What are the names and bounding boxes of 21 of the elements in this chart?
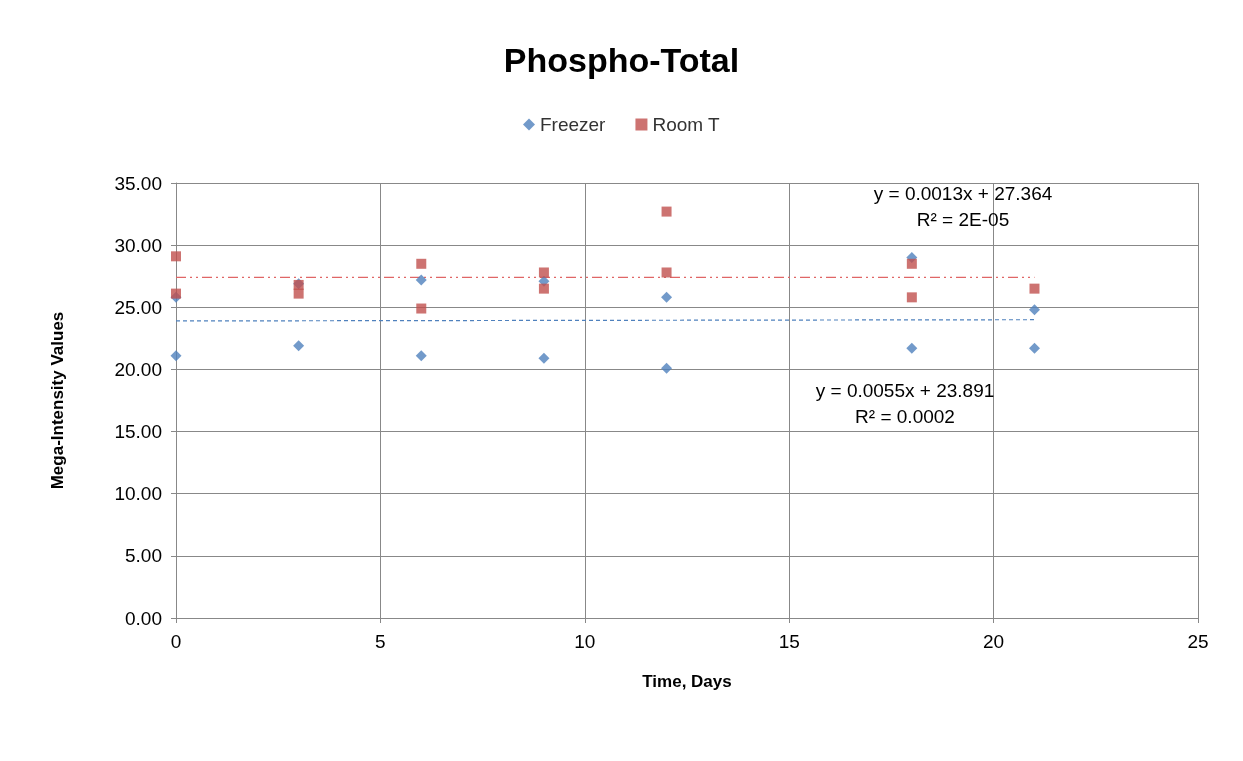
y-tick-label: 10.00 <box>114 483 162 505</box>
y-tick-label: 5.00 <box>125 545 162 567</box>
x-tick-label: 25 <box>1187 631 1209 652</box>
annotation: y = 0.0013x + 27.364 R² = 2E-05 <box>873 182 1053 230</box>
legend-label: Freezer <box>539 114 607 135</box>
y-axis-title: Mega-Intensity Values <box>48 311 67 490</box>
x-tick-label: 10 <box>574 631 596 652</box>
y-tick-label: 15.00 <box>114 421 162 443</box>
x-tick-label: 20 <box>983 631 1005 652</box>
y-tick-label: 20.00 <box>114 358 162 380</box>
x-tick-label: 5 <box>375 631 386 652</box>
y-tick-label: 25.00 <box>114 296 162 318</box>
y-tick-label: 0.00 <box>125 607 162 629</box>
chart-title: Phospho-Total <box>503 41 740 79</box>
x-tick-label: 0 <box>170 631 182 652</box>
y-tick-label: 35.00 <box>114 172 162 194</box>
legend-label: Room T <box>652 114 721 135</box>
annotation: y = 0.0055x + 23.891 R² = 0.0002 <box>815 379 995 427</box>
x-tick-label: 15 <box>778 631 800 652</box>
y-tick-label: 30.00 <box>114 234 162 256</box>
x-axis-title: Time, Days <box>642 672 732 691</box>
